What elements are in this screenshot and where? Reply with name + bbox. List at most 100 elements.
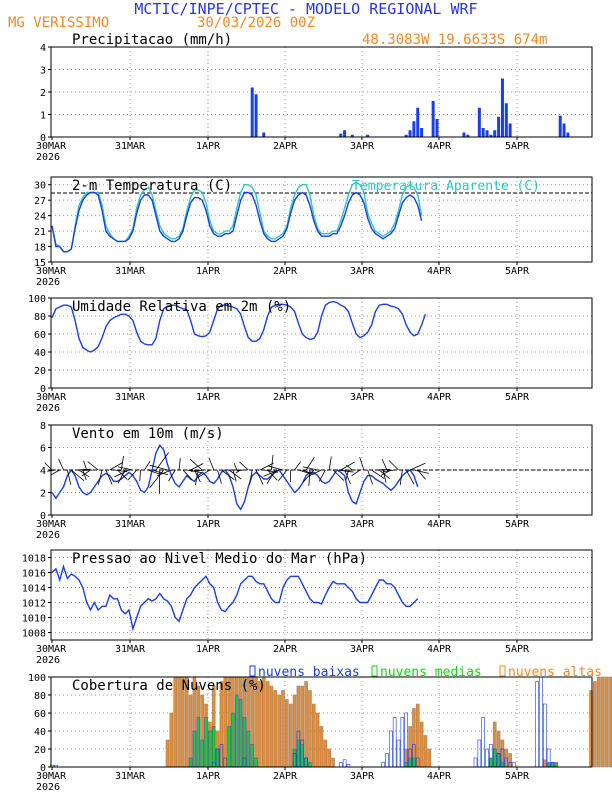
wind-vector <box>232 469 237 482</box>
wind-vector <box>388 460 399 471</box>
cloud-bar <box>419 721 424 768</box>
wind-vector <box>178 458 181 471</box>
x-tick-label: 31MAR <box>115 392 146 403</box>
wind-vector <box>263 469 280 477</box>
x-tick-label: 1APR <box>196 392 221 403</box>
precip-bar <box>562 123 566 137</box>
wind-vector <box>87 461 99 471</box>
rh-panel: Umidade Relativa em 2m (%) 0 20 40 60 80 100 30… <box>28 294 593 414</box>
wind-vector <box>189 458 203 471</box>
x-tick-label: 31MAR <box>115 519 146 530</box>
y-tick-label: 18 <box>34 243 46 254</box>
wind-vector <box>195 469 199 485</box>
wind-vector <box>148 469 160 475</box>
cloud-bar <box>165 739 170 768</box>
x-tick-label: 1APR <box>196 771 221 782</box>
wind-vector <box>268 465 284 471</box>
cloud-bar <box>277 694 281 768</box>
y-tick-label: 1016 <box>22 569 46 580</box>
cloud-bar <box>485 748 489 768</box>
cloud-bar <box>254 757 258 768</box>
wind-vector <box>109 462 124 471</box>
precip-bar <box>404 134 408 137</box>
wind-vector <box>82 469 87 480</box>
precip-bar <box>466 134 470 137</box>
legend-swatch <box>371 665 378 677</box>
wind-series-line <box>51 444 419 511</box>
y-tick-label: 1008 <box>22 629 46 640</box>
wind-vector <box>308 469 311 487</box>
y-tick-label: 40 <box>34 727 46 738</box>
wind-vector <box>405 469 415 485</box>
panel-title: Cobertura de Nuvens (%) <box>72 678 266 694</box>
cloud-bar <box>404 762 409 768</box>
cloud-bar <box>535 681 539 768</box>
cloud-bar <box>600 676 605 768</box>
cloud-bar <box>500 762 505 768</box>
cloud-bar <box>550 762 555 768</box>
legend-swatch <box>499 665 506 677</box>
wind-vector <box>409 462 426 471</box>
y-tick-label: 1 <box>40 111 46 122</box>
wind-vector <box>114 469 130 478</box>
cloud-bar <box>285 699 289 768</box>
wind-vector <box>255 469 264 485</box>
x-tick-label: 3APR <box>350 771 375 782</box>
wind-vector <box>81 469 91 477</box>
cloud-bar <box>211 726 216 768</box>
x-tick-label: 4APR <box>427 266 452 277</box>
cloud-bar <box>554 762 559 768</box>
y-tick-label: 1012 <box>22 599 46 610</box>
wind-vector <box>271 454 274 471</box>
x-year-label: 2026 <box>36 655 60 666</box>
x-tick-label: 3APR <box>350 519 375 530</box>
temp-series-line <box>51 191 423 253</box>
header-run: 30/03/2026 00Z <box>197 15 315 31</box>
x-tick-label: 30MAR <box>36 519 67 530</box>
wind-vector <box>149 464 168 471</box>
cloud-bar <box>542 759 547 768</box>
x-tick-label: 2APR <box>273 392 298 403</box>
cloud-bar <box>396 739 401 768</box>
cloud-bar <box>235 694 239 768</box>
cloud-bar <box>539 676 543 768</box>
wind-vector <box>332 469 345 481</box>
wind-vector <box>263 469 278 473</box>
x-year-label: 2026 <box>36 403 60 414</box>
x-year-label: 2026 <box>36 152 60 163</box>
cloud-bar <box>385 753 389 768</box>
wind-vector <box>302 466 318 471</box>
x-tick-label: 30MAR <box>36 771 67 782</box>
wind-vector <box>294 461 301 471</box>
cloud-bar <box>508 753 512 768</box>
cloud-bar <box>304 757 308 768</box>
x-tick-label: 3APR <box>350 392 375 403</box>
wind-vector <box>344 469 351 485</box>
cloud-bar <box>415 703 420 768</box>
x-tick-label: 1APR <box>196 141 221 152</box>
wind-vector <box>105 469 113 485</box>
x-tick-label: 3APR <box>350 266 375 277</box>
cloud-bar <box>477 739 482 768</box>
cloud-bar <box>338 762 343 768</box>
cloud-bar <box>400 717 405 768</box>
legend-label: nuvens medias <box>380 665 482 680</box>
x-tick-label: 2APR <box>273 141 298 152</box>
precip-bar <box>500 78 504 137</box>
x-tick-label: 2APR <box>273 266 298 277</box>
precip-bar <box>366 134 370 137</box>
wind-vector <box>70 469 85 482</box>
legend-apparent-temp: Temperatura Aparente (C) <box>352 179 540 194</box>
legend-swatch <box>249 665 256 677</box>
x-tick-label: 30MAR <box>36 392 67 403</box>
cloud-bar <box>319 726 324 768</box>
y-tick-label: 27 <box>34 196 46 207</box>
precip-bar <box>481 128 485 137</box>
wind-vector <box>58 458 64 471</box>
x-year-label: 2026 <box>36 782 60 792</box>
precip-bar <box>504 103 508 137</box>
panel-title: 2-m Temperatura (C) <box>72 178 232 194</box>
plot-frame <box>50 176 593 263</box>
precip-bar <box>350 134 354 137</box>
cloud-bar <box>188 694 193 768</box>
